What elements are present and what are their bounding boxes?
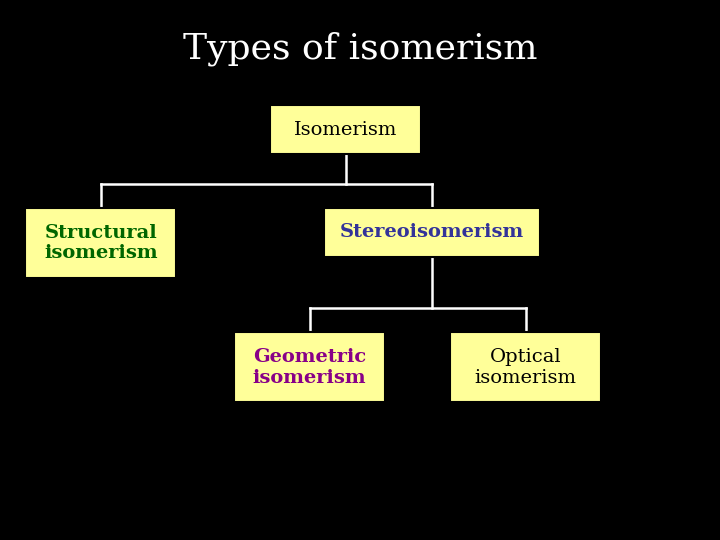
- FancyBboxPatch shape: [270, 105, 421, 154]
- FancyBboxPatch shape: [324, 208, 540, 256]
- Text: Isomerism: Isomerism: [294, 120, 397, 139]
- Text: Types of isomerism: Types of isomerism: [183, 31, 537, 66]
- Text: Structural
isomerism: Structural isomerism: [44, 224, 158, 262]
- FancyBboxPatch shape: [25, 208, 176, 278]
- FancyBboxPatch shape: [450, 332, 601, 402]
- Text: Geometric
isomerism: Geometric isomerism: [253, 348, 366, 387]
- FancyBboxPatch shape: [234, 332, 385, 402]
- Text: Optical
isomerism: Optical isomerism: [474, 348, 577, 387]
- Text: Stereoisomerism: Stereoisomerism: [340, 223, 524, 241]
